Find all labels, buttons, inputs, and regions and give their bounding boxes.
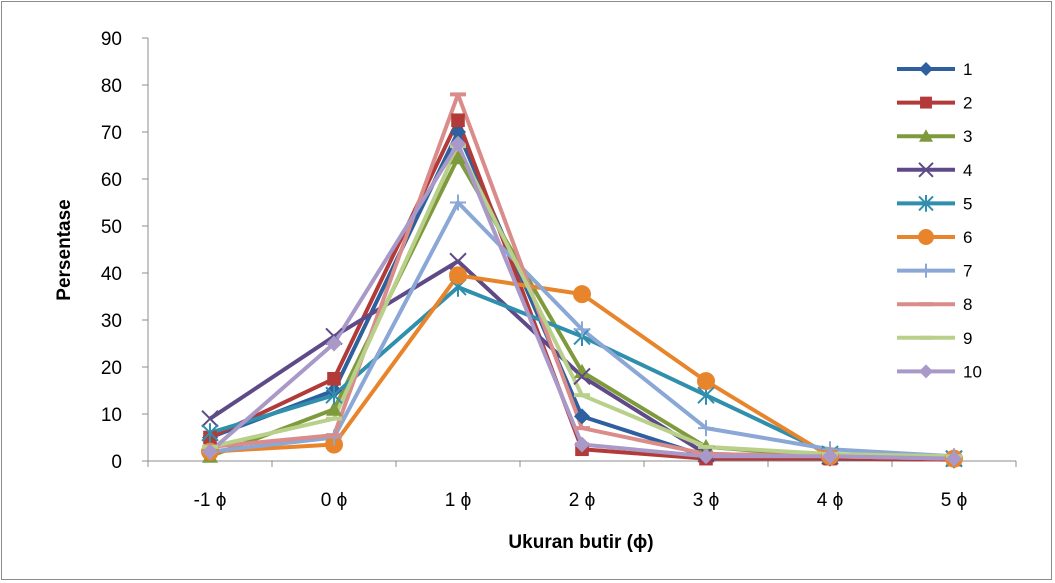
series-markers-10 <box>202 135 962 467</box>
x-tick-label: 1 ϕ <box>445 490 472 511</box>
marker-triangle <box>326 401 342 416</box>
legend-item-3: 3 <box>897 127 972 146</box>
marker-star <box>918 195 934 212</box>
marker-square <box>327 371 341 386</box>
marker-star <box>325 385 343 405</box>
marker-plus <box>698 420 714 437</box>
marker-circle <box>449 266 467 285</box>
marker-x <box>449 252 467 270</box>
axes <box>147 38 1016 462</box>
y-tick-label: 30 <box>101 311 122 332</box>
marker-triangle <box>919 129 933 142</box>
marker-dash <box>574 426 590 431</box>
x-axis-title: Ukuran butir (ϕ) <box>508 532 653 553</box>
marker-x <box>201 409 219 428</box>
legend-item-7: 7 <box>897 262 972 281</box>
marker-dash <box>326 433 342 438</box>
marker-triangle <box>450 149 466 165</box>
y-axis-title: Persentase <box>54 199 75 300</box>
marker-diamond <box>919 364 933 379</box>
legend-label: 5 <box>963 194 972 213</box>
marker-diamond <box>574 408 590 425</box>
marker-dash <box>574 393 590 398</box>
marker-circle <box>573 285 591 304</box>
series-markers <box>201 92 963 469</box>
marker-diamond <box>202 443 218 460</box>
legend-item-8: 8 <box>897 295 972 314</box>
y-ticks: 0 10 20 30 40 50 60 70 80 90 <box>101 29 148 473</box>
x-tick-label: 4 ϕ <box>817 490 844 511</box>
marker-plus <box>450 194 466 211</box>
legend-label: 6 <box>963 228 972 247</box>
legend-label: 10 <box>963 362 982 381</box>
x-ticks: -1 ϕ 0 ϕ 1 ϕ 2 ϕ 3 ϕ 4 ϕ 5 ϕ <box>147 461 1017 511</box>
marker-star <box>201 423 219 443</box>
marker-x <box>573 367 591 386</box>
series-line-8 <box>209 92 955 461</box>
marker-plus <box>326 429 342 446</box>
y-tick-label: 10 <box>101 405 122 426</box>
x-tick-label: 0 ϕ <box>321 490 348 511</box>
x-tick-label: 3 ϕ <box>693 490 720 511</box>
legend-item-1: 1 <box>897 60 972 79</box>
y-tick-label: 40 <box>101 264 122 285</box>
series-lines <box>208 92 955 462</box>
legend-item-10: 10 <box>897 362 982 381</box>
legend-item-4: 4 <box>897 161 972 180</box>
marker-dash <box>326 416 342 421</box>
x-tick-label: 2 ϕ <box>569 490 596 511</box>
marker-dash <box>919 335 933 340</box>
y-tick-label: 70 <box>101 123 122 144</box>
marker-plus <box>574 321 590 338</box>
marker-dash <box>919 302 933 307</box>
legend-label: 3 <box>963 127 972 146</box>
legend-label: 4 <box>963 161 972 180</box>
marker-diamond <box>698 448 714 465</box>
y-tick-label: 20 <box>101 358 122 379</box>
marker-diamond <box>450 124 466 140</box>
marker-diamond <box>450 135 466 152</box>
legend-label: 2 <box>963 94 972 113</box>
marker-square <box>451 113 465 128</box>
legend-label: 7 <box>963 262 972 281</box>
legend-item-6: 6 <box>897 228 972 247</box>
legend: 1 2 3 4 5 6 7 8 9 10 <box>897 60 982 381</box>
marker-x <box>918 162 934 178</box>
marker-dash <box>450 92 466 97</box>
y-tick-label: 60 <box>101 170 122 191</box>
y-tick-label: 50 <box>101 217 122 238</box>
y-tick-label: 0 <box>111 452 122 473</box>
marker-triangle <box>574 363 590 379</box>
marker-circle <box>697 372 715 391</box>
marker-diamond <box>822 448 838 465</box>
legend-item-5: 5 <box>897 194 972 213</box>
legend-label: 8 <box>963 295 972 314</box>
legend-item-2: 2 <box>897 94 972 113</box>
marker-plus <box>919 263 933 278</box>
marker-circle <box>918 229 934 245</box>
series-markers-8 <box>202 92 962 461</box>
x-tick-label: -1 ϕ <box>194 490 227 511</box>
marker-dash <box>698 444 714 449</box>
legend-label: 1 <box>963 60 972 79</box>
y-tick-label: 90 <box>101 29 122 50</box>
marker-square <box>920 96 932 109</box>
marker-diamond <box>919 62 933 76</box>
legend-label: 9 <box>963 329 972 348</box>
marker-diamond <box>326 335 342 352</box>
y-tick-label: 80 <box>101 76 122 97</box>
x-tick-label: 5 ϕ <box>941 490 968 511</box>
marker-diamond <box>574 436 590 453</box>
legend-item-9: 9 <box>897 329 972 348</box>
marker-diamond <box>946 450 962 467</box>
